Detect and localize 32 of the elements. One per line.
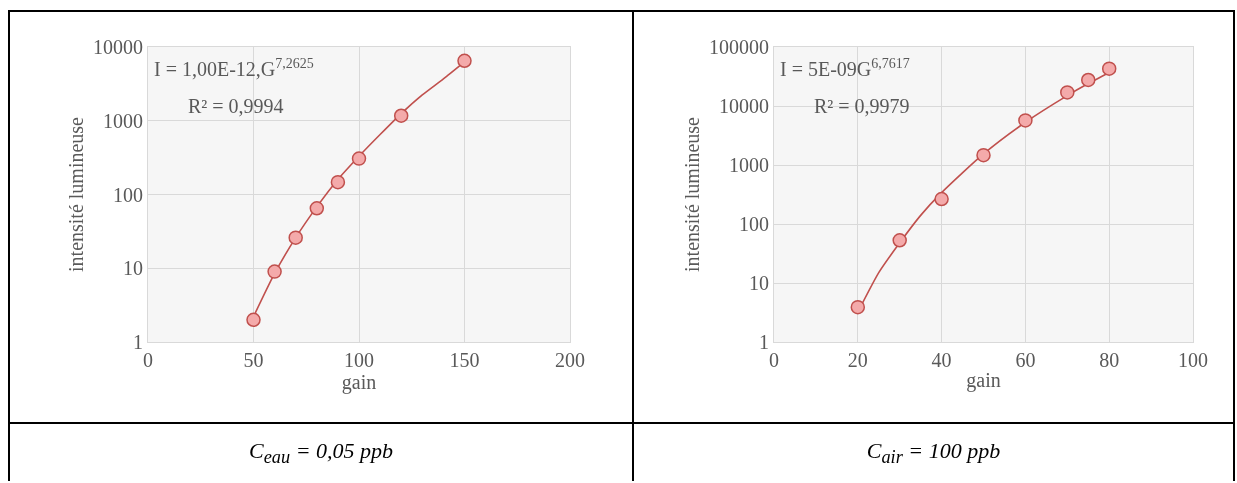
y-axis-title: intensité lumineuse	[680, 116, 703, 272]
x-tick-label: 200	[555, 349, 585, 371]
x-tick-label: 0	[143, 349, 153, 371]
y-tick-label: 10000	[718, 95, 769, 117]
x-tick-label: 50	[243, 349, 264, 371]
y-tick-label: 1000	[728, 154, 769, 176]
x-tick-label: 40	[931, 349, 952, 371]
y-tick-label: 1000	[103, 109, 143, 132]
y-tick-label: 100000	[708, 36, 769, 58]
annotation: R² = 0,9979	[813, 95, 910, 117]
x-axis-title: gain	[341, 371, 377, 394]
x-axis-title: gain	[966, 368, 1001, 392]
y-tick-label: 10	[748, 272, 769, 294]
annotation: R² = 0,9994	[188, 95, 284, 117]
annotation: I = 1,00E-12,G$^{7,2625}$	[154, 56, 314, 81]
x-tick-label: 100	[1177, 349, 1208, 371]
x-tick-label: 0	[768, 349, 779, 371]
y-tick-label: 100	[113, 183, 143, 206]
x-tick-label: 20	[847, 349, 868, 371]
x-tick-label: 60	[1015, 349, 1036, 371]
annotation: I = 5E-09G$^{6,7617}$	[779, 56, 910, 81]
y-tick-label: 1	[133, 331, 143, 353]
y-tick-label: 10	[123, 257, 143, 280]
text: C$_{eau}$ = 0,05 ppb	[248, 438, 393, 469]
text: C$_{air}$ = 100 ppb	[866, 438, 1001, 469]
y-axis-title: intensité lumineuse	[64, 116, 87, 272]
y-tick-label: 1	[758, 331, 769, 353]
x-tick-label: 80	[1099, 349, 1120, 371]
y-tick-label: 10000	[93, 36, 143, 58]
x-tick-label: 150	[449, 349, 480, 371]
y-tick-label: 100	[738, 213, 769, 235]
x-tick-label: 100	[344, 349, 374, 371]
